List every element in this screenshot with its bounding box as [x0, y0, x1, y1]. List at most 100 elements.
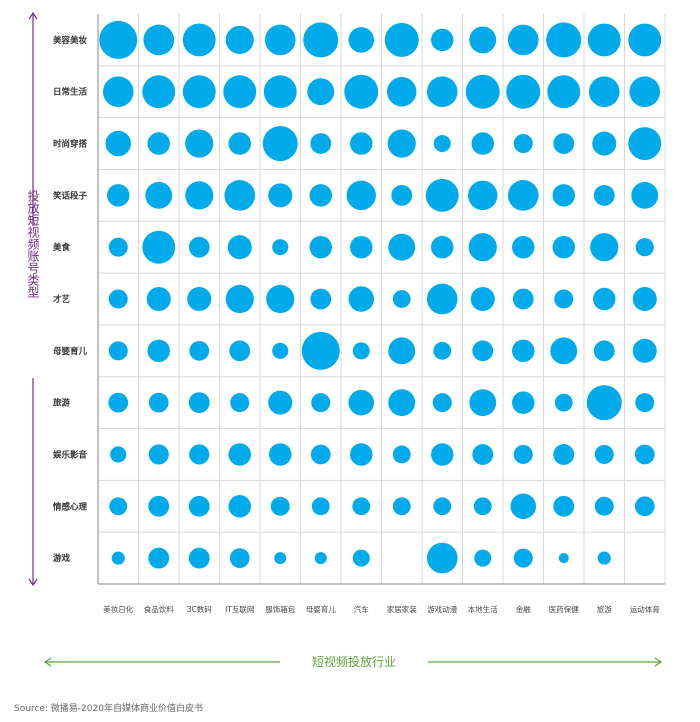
bubble — [266, 284, 295, 314]
column-label: 家居家装 — [387, 604, 417, 614]
bubble — [348, 286, 374, 312]
bubble — [469, 26, 497, 54]
bubble — [108, 289, 128, 309]
column-label: 游戏动漫 — [427, 604, 457, 614]
bubble — [223, 75, 257, 109]
bubbles — [99, 20, 662, 574]
bubble — [588, 76, 620, 108]
bubble — [188, 495, 210, 517]
column-label: 服饰箱包 — [265, 604, 295, 614]
bubble — [431, 28, 454, 52]
bubble — [352, 549, 370, 567]
bubble — [474, 549, 492, 567]
bubble — [268, 183, 293, 208]
bubble — [272, 239, 289, 256]
bubble — [587, 23, 621, 57]
bubble — [270, 496, 290, 516]
bubble — [229, 548, 250, 568]
bubble — [594, 444, 614, 464]
bubble — [469, 389, 497, 417]
bubble — [228, 132, 251, 155]
bubble — [314, 552, 327, 565]
bubble — [303, 22, 339, 58]
bubble — [274, 552, 287, 565]
bubble — [426, 542, 458, 574]
bubble — [468, 180, 498, 211]
bubble — [310, 133, 332, 154]
bubble — [554, 393, 573, 412]
bubble — [350, 132, 373, 155]
row-label: 游戏 — [53, 553, 71, 564]
bubble — [188, 236, 210, 258]
bubble — [512, 288, 534, 310]
bubble — [473, 497, 492, 516]
bubble — [554, 289, 574, 309]
bubble — [433, 135, 451, 153]
bubble — [346, 180, 376, 211]
bubble — [148, 547, 170, 569]
bubble — [635, 238, 654, 257]
bubble — [188, 547, 210, 569]
bubble — [590, 233, 619, 262]
bubble — [224, 180, 256, 211]
bubble — [272, 342, 289, 359]
bubble — [147, 132, 170, 155]
row-label: 日常生活 — [53, 87, 88, 98]
bubble — [111, 551, 125, 565]
bubble — [553, 133, 575, 154]
bubble — [512, 339, 535, 363]
bubble — [632, 286, 657, 312]
bubble — [185, 181, 214, 210]
bubble — [109, 497, 128, 516]
bubble — [635, 393, 655, 413]
row-label: 时尚穿搭 — [53, 139, 88, 150]
row-label: 才艺 — [52, 294, 71, 305]
bubble — [142, 230, 176, 264]
column-label: IT互联网 — [225, 605, 254, 614]
bubble — [388, 337, 416, 365]
bubble — [311, 393, 331, 413]
bubble — [553, 444, 575, 465]
bubble — [631, 181, 659, 209]
bubble — [513, 134, 533, 154]
bubble — [147, 339, 170, 363]
bubble — [547, 75, 581, 109]
row-label: 笑话段子 — [52, 190, 88, 201]
bubble — [307, 78, 335, 106]
bubble — [384, 22, 419, 57]
bubble — [263, 75, 297, 109]
bubble — [470, 286, 495, 312]
bubble — [310, 444, 331, 465]
bubble — [352, 342, 370, 360]
bubble — [146, 286, 171, 312]
bubble — [387, 77, 417, 107]
bubble — [593, 340, 615, 362]
bubble — [148, 444, 169, 465]
bubble — [392, 497, 411, 516]
bubble — [189, 444, 210, 465]
column-label: 运动体育 — [630, 604, 660, 614]
bubble — [472, 444, 494, 465]
bubble — [350, 443, 373, 466]
y-arrow-down-head — [28, 578, 38, 587]
bubble — [99, 20, 138, 59]
bubble — [507, 24, 539, 56]
bubble — [148, 392, 169, 413]
source-note: Source: 微播易-2020年自媒体商业价值白皮书 — [14, 702, 203, 714]
bubble — [553, 495, 575, 517]
bubble — [352, 497, 371, 516]
column-label: 3C数码 — [187, 604, 213, 614]
bubble — [592, 131, 617, 156]
bubble — [182, 23, 216, 57]
bubble — [110, 446, 127, 463]
bubble — [187, 286, 212, 312]
column-label: 金融 — [516, 604, 531, 614]
bubble — [433, 341, 452, 360]
y-axis-title: 投放短视频账号类型 — [26, 189, 40, 298]
bubble — [426, 283, 458, 315]
bubble — [227, 235, 252, 260]
bubble — [229, 340, 251, 362]
bubble — [431, 235, 454, 259]
